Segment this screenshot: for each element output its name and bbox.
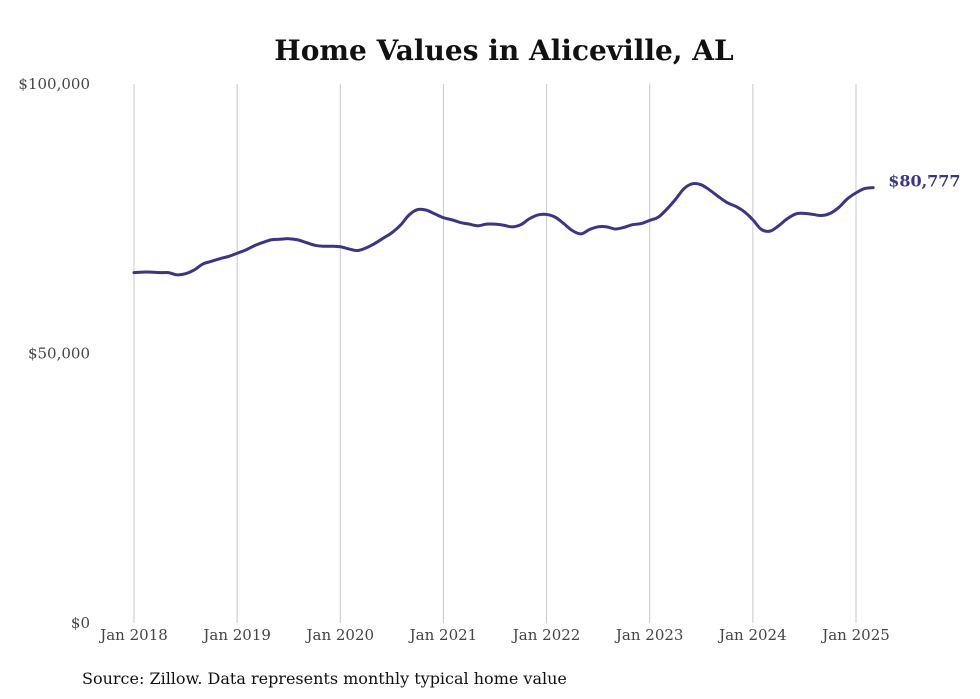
x-tick-label: Jan 2018: [98, 626, 168, 644]
y-axis-ticks: $0 $50,000 $100,000: [18, 75, 90, 632]
y-tick-label: $0: [71, 614, 90, 632]
x-axis-ticks: Jan 2018 Jan 2019 Jan 2020 Jan 2021 Jan 2022…: [98, 626, 890, 644]
series-line-home-value: [132, 181, 875, 277]
chart-title: Home Values in Aliceville, AL: [274, 34, 734, 67]
x-tick-label: Jan 2022: [511, 626, 581, 644]
source-note: Source: Zillow. Data represents monthly …: [82, 669, 567, 688]
x-tick-label: Jan 2025: [820, 626, 890, 644]
x-tick-label: Jan 2021: [408, 626, 478, 644]
end-value-label: $80,777: [888, 172, 960, 191]
y-tick-label: $100,000: [18, 75, 90, 93]
y-tick-label: $50,000: [28, 345, 90, 363]
x-tick-label: Jan 2019: [201, 626, 271, 644]
x-tick-label: Jan 2020: [305, 626, 375, 644]
gridlines: [133, 84, 857, 623]
x-tick-label: Jan 2023: [614, 626, 684, 644]
x-tick-label: Jan 2024: [717, 626, 787, 644]
